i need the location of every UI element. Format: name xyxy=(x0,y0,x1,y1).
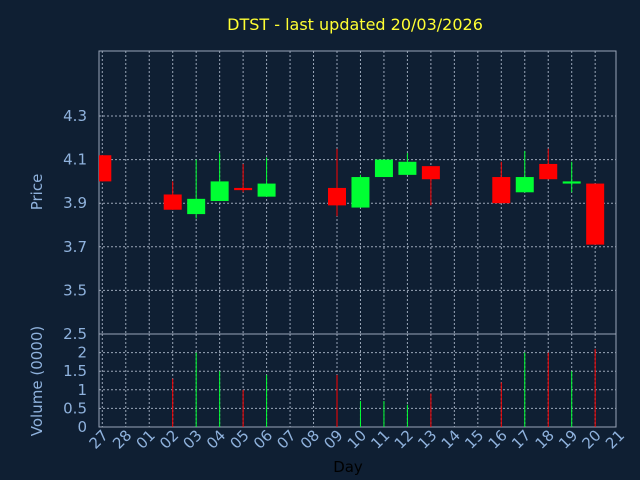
candle xyxy=(99,155,112,182)
candle-body xyxy=(374,159,393,178)
candle xyxy=(210,153,229,202)
price-tick-label: 3.9 xyxy=(63,194,87,212)
volume-axis-label: Volume (0000) xyxy=(28,326,46,436)
price-tick-label: 4.1 xyxy=(63,151,87,169)
volume-panel-frame xyxy=(98,333,617,428)
candlestick-series xyxy=(99,148,605,245)
price-tick-label: 3.7 xyxy=(63,238,87,256)
price-tick-labels: 4.3 4.1 3.9 3.7 3.5 xyxy=(63,107,87,299)
chart-title: DTST - last updated 20/03/2026 xyxy=(227,15,483,34)
candle xyxy=(539,148,558,180)
candle xyxy=(257,157,276,197)
candle xyxy=(351,174,370,208)
candle xyxy=(163,181,182,210)
candle xyxy=(398,153,417,175)
candle-body xyxy=(210,181,229,202)
candle-body xyxy=(492,177,511,204)
candle xyxy=(234,163,253,193)
candle xyxy=(421,166,440,206)
candle-body xyxy=(234,187,253,191)
candle-body xyxy=(421,166,440,180)
candle-body xyxy=(187,198,206,215)
volume-tick-label: 0 xyxy=(77,418,87,436)
price-tick-label: 3.5 xyxy=(63,281,87,299)
volume-tick-label: 2.5 xyxy=(63,325,87,343)
candle-body xyxy=(328,187,346,206)
candle xyxy=(562,161,581,193)
volume-tick-label: 1 xyxy=(77,381,87,399)
volume-tick-label: 1.5 xyxy=(63,362,87,380)
price-axis-label: Price xyxy=(28,174,46,211)
candle xyxy=(515,150,534,193)
candle-body xyxy=(515,177,534,193)
candle xyxy=(328,148,346,217)
candle-body xyxy=(99,155,112,182)
candle-body xyxy=(257,183,276,197)
candle-body xyxy=(586,183,605,245)
candle-body xyxy=(398,161,417,175)
candle xyxy=(187,159,206,219)
x-axis-label: Day xyxy=(333,458,363,476)
volume-tick-label: 2 xyxy=(77,344,87,362)
volume-tick-labels: 2.521.510.50 xyxy=(63,325,87,436)
candle xyxy=(586,183,605,245)
x-tick-labels: 2728010203040506070809101112131415161718… xyxy=(86,426,629,452)
volume-series xyxy=(172,348,596,427)
volume-tick-label: 0.5 xyxy=(63,399,87,417)
candle-body xyxy=(163,194,182,210)
candle-body xyxy=(539,163,558,180)
price-tick-label: 4.3 xyxy=(63,107,87,125)
candle xyxy=(492,161,511,204)
candle-body xyxy=(351,177,370,208)
candle xyxy=(374,159,393,178)
candle-body xyxy=(562,181,581,184)
